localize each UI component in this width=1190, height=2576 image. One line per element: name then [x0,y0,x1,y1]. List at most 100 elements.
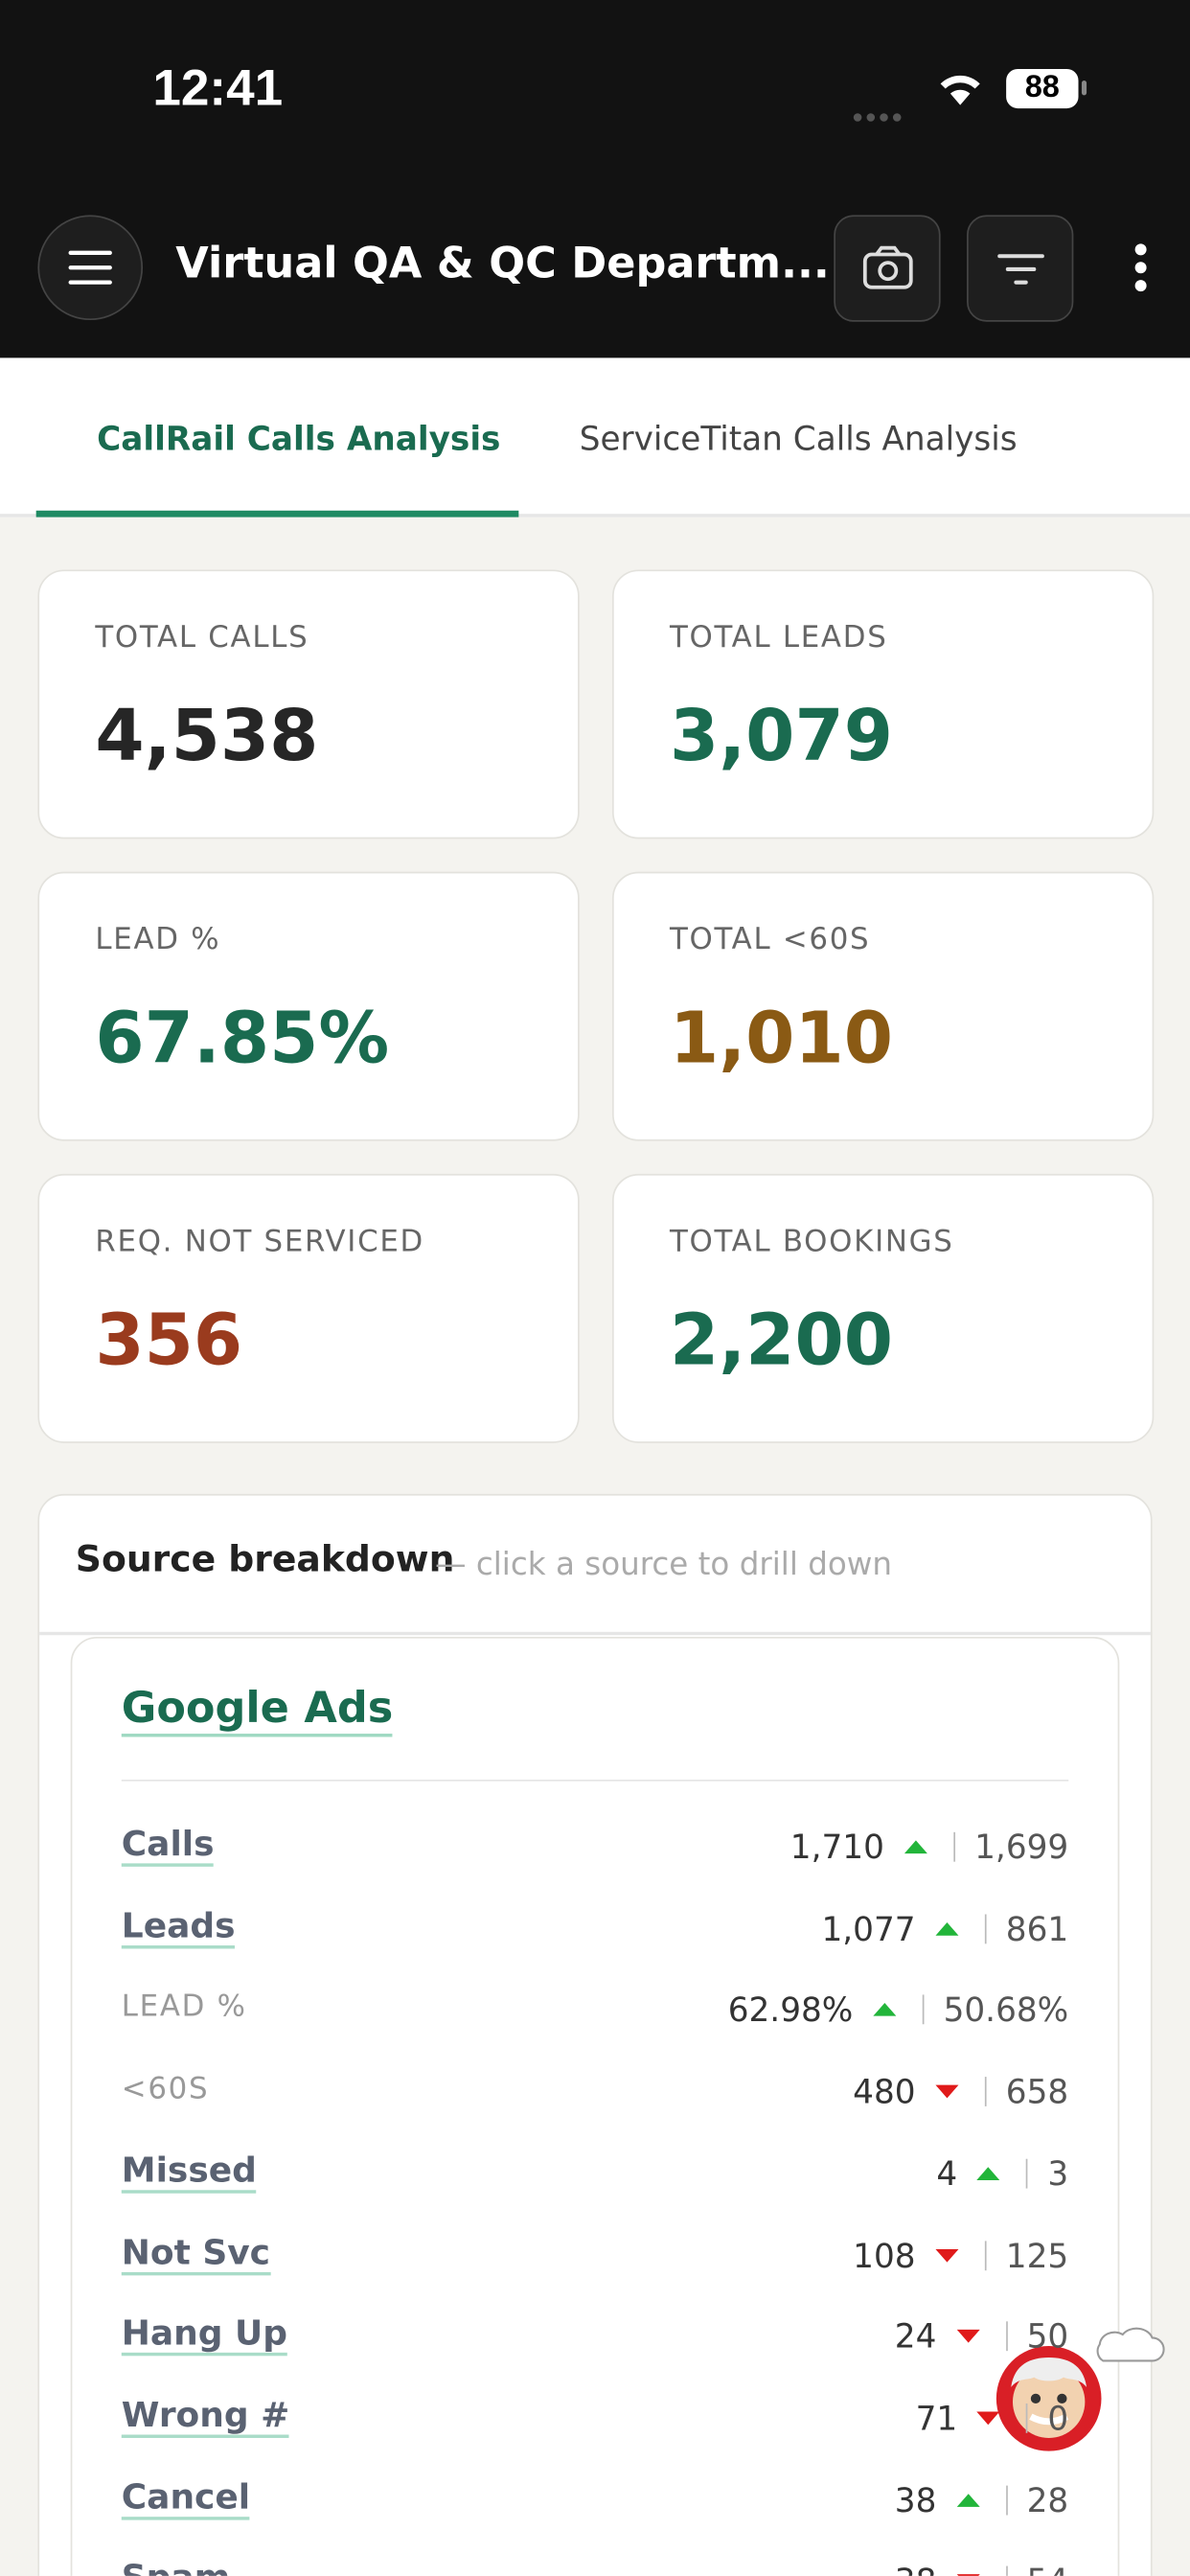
kpi-value: 356 [95,1300,243,1383]
separator [952,1831,955,1862]
previous-value: 125 [1005,2235,1069,2275]
metric-values: 38 54 [895,2562,1068,2576]
metric-row: <60S 480 658 [122,2058,1068,2125]
metric-label[interactable]: Leads [121,1905,236,1948]
separator [984,2077,987,2107]
metric-label[interactable]: Calls [121,1824,215,1867]
separator [1005,2566,1008,2576]
current-value: 4 [936,2153,958,2194]
camera-button[interactable] [834,215,941,322]
metric-label: <60S [121,2072,210,2107]
metric-values: 62.98% 50.68% [728,1990,1069,2030]
metric-label[interactable]: Cancel [121,2476,251,2519]
tab-indicator [35,510,519,518]
separator [1005,2484,1008,2515]
divider [121,1780,1069,1782]
separator [984,2240,987,2270]
metric-label[interactable]: Spam [122,2559,230,2576]
trend-arrow [955,2493,979,2507]
trend-arrow [904,1840,927,1854]
kpi-card: LEAD % 67.85% [37,871,580,1141]
previous-value: 861 [1005,1908,1069,1948]
trend-arrow [935,2248,959,2262]
assistant-avatar[interactable] [992,2314,1172,2462]
trend-arrow [935,2084,959,2099]
kpi-label: TOTAL CALLS [95,620,309,656]
kpi-value: 67.85% [95,998,390,1081]
separator [1026,2403,1028,2433]
separator [922,1995,925,2025]
trend-arrow [976,2411,1000,2426]
previous-value: 50 [1026,2316,1069,2357]
menu-button[interactable] [37,215,144,321]
metric-values: 1,710 1,699 [790,1828,1068,1867]
metric-label[interactable]: Not Svc [121,2232,271,2275]
divider [39,1631,1151,1636]
separator [984,1913,987,1944]
metric-row: Spam 38 54 [122,2548,1068,2576]
kpi-label: TOTAL BOOKINGS [669,1224,954,1259]
kpi-label: REQ. NOT SERVICED [95,1224,424,1259]
previous-value: 28 [1026,2479,1069,2519]
separator [1005,2321,1008,2352]
metric-row: Leads 1,077 861 [121,1896,1069,1962]
kpi-label: TOTAL LEADS [669,620,888,656]
kpi-card: TOTAL CALLS 4,538 [37,569,580,840]
header-title: Virtual QA & QC Departm... [175,240,830,289]
trend-arrow [872,2003,896,2017]
kpi-card: TOTAL BOOKINGS 2,200 [611,1173,1155,1443]
current-value: 24 [894,2316,937,2357]
kpi-label: LEAD % [95,922,221,957]
kpi-card: TOTAL LEADS 3,079 [611,569,1155,840]
current-value: 38 [895,2562,937,2576]
kpi-value: 3,079 [669,696,893,779]
source-item[interactable] [70,1636,1120,2576]
kpi-card: TOTAL <60S 1,010 [611,871,1155,1141]
kpi-label: TOTAL <60S [669,922,871,957]
menu-icon [68,250,112,285]
previous-value: 54 [1027,2562,1069,2576]
current-value: 1,710 [790,1827,884,1867]
previous-value: 3 [1047,2153,1069,2194]
metric-row: Hang Up 24 50 [121,2304,1068,2370]
metric-label[interactable]: Wrong # [121,2395,290,2438]
previous-value: 658 [1005,2072,1069,2112]
current-value: 62.98% [727,1990,854,2031]
trend-arrow [935,1921,959,1936]
current-value: 1,077 [821,1908,916,1948]
tab-active[interactable]: CallRail Calls Analysis [97,418,501,458]
battery-tip [1081,80,1087,96]
filter-button[interactable] [967,215,1074,322]
metric-row: Cancel 38 28 [121,2467,1068,2533]
current-value: 38 [894,2479,937,2519]
source-name[interactable]: Google Ads [121,1685,394,1737]
current-value: 108 [853,2235,916,2275]
metric-values: 38 28 [895,2480,1068,2519]
metric-row: Missed 4 3 [121,2141,1068,2207]
previous-value: 1,699 [974,1827,1069,1867]
trend-arrow [976,2166,1000,2180]
metric-values: 71 0 [916,2399,1069,2438]
previous-value: 50.68% [943,1990,1069,2031]
previous-value: 0 [1047,2398,1069,2438]
kpi-value: 2,200 [669,1300,893,1383]
metric-label[interactable]: Hang Up [121,2313,288,2357]
current-value: 71 [915,2398,958,2438]
kpi-card: REQ. NOT SERVICED 356 [37,1173,580,1443]
filter-icon [997,254,1044,285]
kpi-value: 1,010 [669,998,893,1081]
camera-icon [862,245,913,289]
metric-values: 24 50 [895,2317,1068,2357]
current-value: 480 [853,2072,916,2112]
metric-label[interactable]: Missed [121,2150,257,2194]
kpi-value: 4,538 [95,696,319,779]
section-title: Source breakdown [75,1539,455,1581]
metric-row: Not Svc 108 125 [121,2222,1068,2288]
battery: 88 [1006,68,1079,109]
metric-values: 108 125 [853,2235,1068,2274]
more-button[interactable] [1124,238,1156,304]
trend-arrow [955,2330,979,2343]
tab[interactable]: ServiceTitan Calls Analysis [579,418,1018,458]
